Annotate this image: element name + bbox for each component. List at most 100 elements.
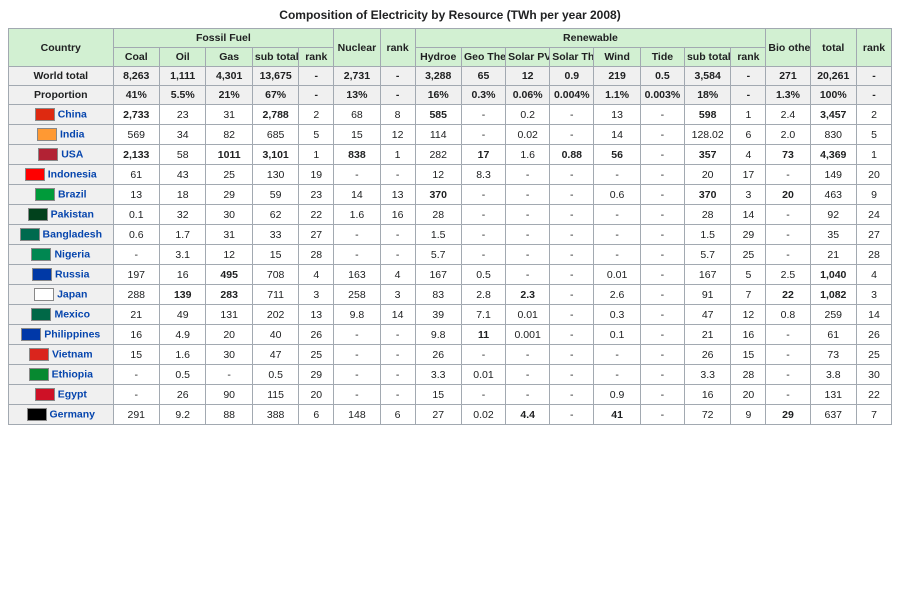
data-cell: - <box>731 86 766 105</box>
data-cell: 28 <box>415 205 461 225</box>
data-cell: 2,133 <box>113 145 159 165</box>
country-link[interactable]: India <box>60 128 85 140</box>
data-cell: 22 <box>766 285 810 305</box>
data-cell: 73 <box>810 345 856 365</box>
country-link[interactable]: China <box>58 108 87 120</box>
data-cell: 91 <box>684 285 730 305</box>
data-cell: 17 <box>731 165 766 185</box>
data-cell: - <box>550 185 594 205</box>
data-cell: - <box>506 165 550 185</box>
data-cell: 5.7 <box>684 245 730 265</box>
country-link[interactable]: Brazil <box>58 188 87 200</box>
data-cell: - <box>640 185 684 205</box>
country-cell: Mexico <box>9 305 114 325</box>
data-cell: 1 <box>731 105 766 125</box>
data-cell: 0.2 <box>506 105 550 125</box>
data-cell: 25 <box>206 165 252 185</box>
data-cell: 708 <box>252 265 298 285</box>
country-link[interactable]: Nigeria <box>54 248 90 260</box>
data-cell: 219 <box>594 67 640 86</box>
flag-icon <box>28 208 48 221</box>
th-bio[interactable]: Bio other* <box>766 29 810 67</box>
data-cell: 14 <box>731 205 766 225</box>
th-fossil-sub[interactable]: sub total <box>252 48 298 67</box>
th-renew-sub[interactable]: sub total <box>684 48 730 67</box>
country-cell: Bangladesh <box>9 225 114 245</box>
country-link[interactable]: Japan <box>57 288 87 300</box>
data-cell: 25 <box>731 245 766 265</box>
data-cell: 90 <box>206 385 252 405</box>
data-cell: 5.7 <box>415 245 461 265</box>
th-hydro[interactable]: Hydroe <box>415 48 461 67</box>
data-cell: 16 <box>160 265 206 285</box>
country-link[interactable]: Vietnam <box>52 348 93 360</box>
th-total-rank[interactable]: rank <box>856 29 891 67</box>
country-link[interactable]: Ethiopia <box>52 368 93 380</box>
country-link[interactable]: Egypt <box>58 388 87 400</box>
data-cell: - <box>640 405 684 425</box>
data-cell: 20 <box>856 165 891 185</box>
data-cell: 0.6 <box>594 185 640 205</box>
flag-icon <box>29 368 49 381</box>
data-cell: 58 <box>160 145 206 165</box>
data-cell: 41% <box>113 86 159 105</box>
table-row: Russia19716495708416341670.5--0.01-16752… <box>9 265 892 285</box>
country-link[interactable]: Russia <box>55 268 89 280</box>
data-cell: 4,301 <box>206 67 252 86</box>
data-cell: 0.9 <box>550 67 594 86</box>
data-cell: 0.5 <box>160 365 206 385</box>
data-cell: 24 <box>856 205 891 225</box>
data-cell: 3.8 <box>810 365 856 385</box>
data-cell: 26 <box>856 325 891 345</box>
data-cell: 16% <box>415 86 461 105</box>
country-link[interactable]: USA <box>61 148 83 160</box>
th-solarth[interactable]: Solar Thermal <box>550 48 594 67</box>
country-link[interactable]: Pakistan <box>51 208 94 220</box>
data-cell: - <box>506 265 550 285</box>
data-cell: 4 <box>380 265 415 285</box>
data-cell: - <box>640 305 684 325</box>
data-cell: 9 <box>856 185 891 205</box>
th-nuclear-rank[interactable]: rank <box>380 29 415 67</box>
th-wind[interactable]: Wind <box>594 48 640 67</box>
data-cell: - <box>550 385 594 405</box>
country-link[interactable]: Indonesia <box>48 168 97 180</box>
th-solarpv[interactable]: Solar PV* <box>506 48 550 67</box>
th-tide[interactable]: Tide <box>640 48 684 67</box>
data-cell: 18% <box>684 86 730 105</box>
table-row: World total8,2631,1114,30113,675-2,731-3… <box>9 67 892 86</box>
country-link[interactable]: Bangladesh <box>43 228 103 240</box>
th-nuclear[interactable]: Nuclear <box>334 29 380 67</box>
data-cell: 83 <box>415 285 461 305</box>
data-cell: - <box>550 165 594 185</box>
data-cell: - <box>334 385 380 405</box>
th-total[interactable]: total <box>810 29 856 67</box>
data-cell: 4.9 <box>160 325 206 345</box>
data-cell: - <box>640 265 684 285</box>
th-geo[interactable]: Geo Thermal <box>461 48 505 67</box>
country-link[interactable]: Mexico <box>54 308 90 320</box>
data-cell: 1.5 <box>415 225 461 245</box>
flag-icon <box>37 128 57 141</box>
th-coal[interactable]: Coal <box>113 48 159 67</box>
th-oil[interactable]: Oil <box>160 48 206 67</box>
data-cell: 4 <box>299 265 334 285</box>
data-cell: 3,584 <box>684 67 730 86</box>
data-cell: 637 <box>810 405 856 425</box>
data-cell: 15 <box>113 345 159 365</box>
data-cell: 15 <box>334 125 380 145</box>
country-link[interactable]: Philippines <box>44 328 100 340</box>
data-cell: - <box>766 225 810 245</box>
data-cell: 92 <box>810 205 856 225</box>
data-cell: 114 <box>415 125 461 145</box>
th-renew-rank[interactable]: rank <box>731 48 766 67</box>
data-cell: 4.4 <box>506 405 550 425</box>
th-fossil-rank[interactable]: rank <box>299 48 334 67</box>
th-country[interactable]: Country <box>9 29 114 67</box>
country-link[interactable]: Germany <box>50 408 96 420</box>
data-cell: - <box>506 205 550 225</box>
data-cell: 11 <box>461 325 505 345</box>
data-cell: 259 <box>810 305 856 325</box>
th-gas[interactable]: Gas <box>206 48 252 67</box>
data-cell: - <box>766 165 810 185</box>
